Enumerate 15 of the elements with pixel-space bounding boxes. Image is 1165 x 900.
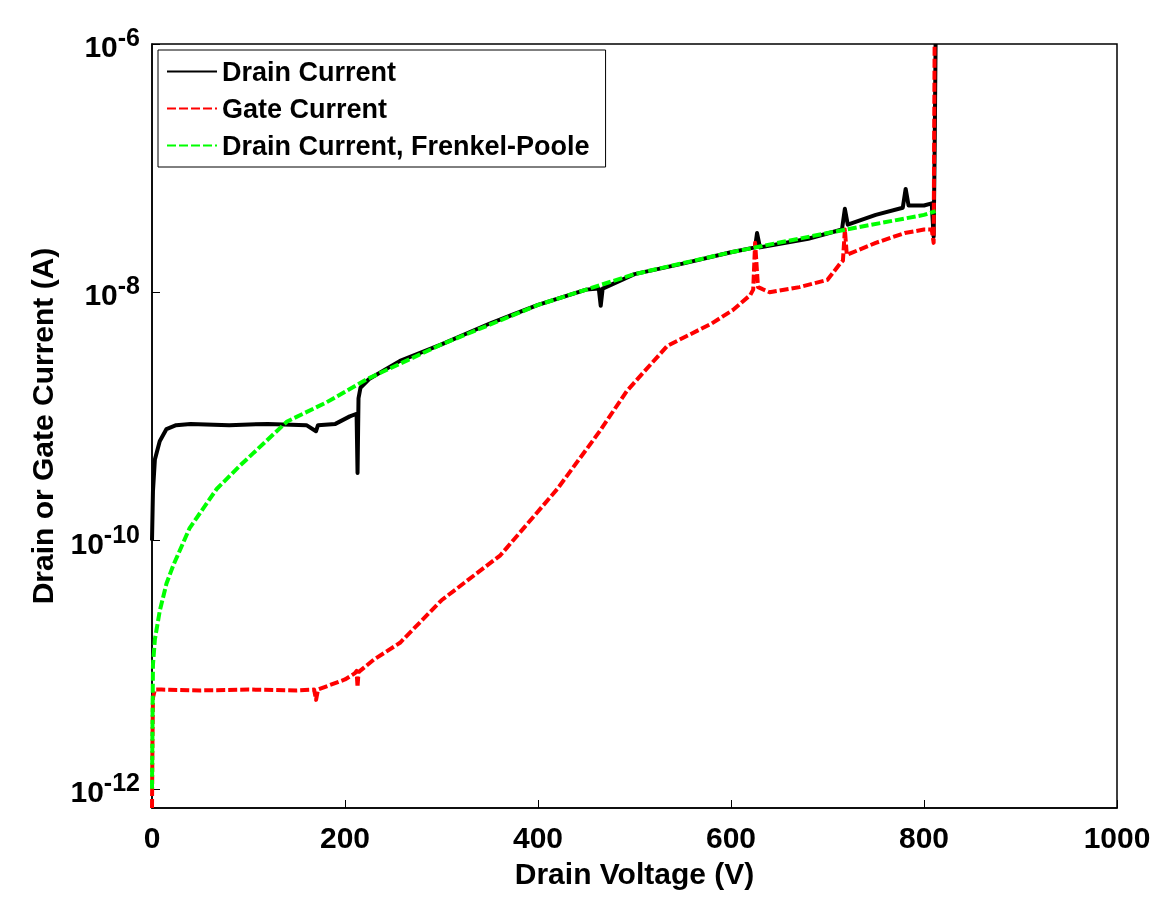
x-tick-label: 600 (705, 820, 757, 854)
y-axis-title: Drain or Gate Current (A) (25, 247, 59, 605)
y-tick-label: 10$^{-10}$ (70, 518, 140, 560)
y-tick-label: 10$^{-12}$ (70, 766, 140, 808)
x-axis-title: Drain Voltage (V) (514, 856, 755, 890)
x-tick-label: 0 (143, 820, 161, 854)
y-tick-label: 10$^{-6}$ (84, 22, 140, 63)
x-tick-label: 200 (319, 820, 371, 854)
legend-label: Drain Current (222, 56, 397, 87)
x-tick-label: 800 (898, 820, 950, 854)
legend-label: Drain Current, Frenkel-Poole (222, 130, 590, 161)
x-tick-label: 1000 (1083, 820, 1151, 854)
legend-label: Gate Current (222, 93, 388, 124)
y-tick-label: 10$^{-8}$ (84, 270, 140, 312)
x-tick-label: 400 (512, 820, 564, 854)
